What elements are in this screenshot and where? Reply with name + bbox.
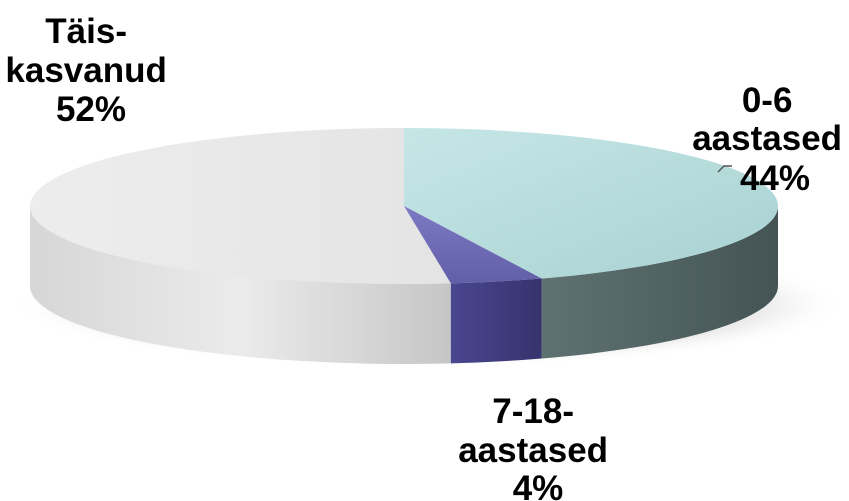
slice-label-7-18: 7-18- aastased 4%: [458, 392, 618, 501]
slice-label-7-18-line-2: aastased: [458, 431, 608, 470]
pie-slice-0-6: [404, 128, 778, 279]
slice-label-0-6-line-1: 0-6: [742, 81, 793, 120]
pie-slice-adults: [30, 128, 451, 284]
slice-label-adults-line-1: Täis-: [45, 12, 127, 51]
slice-label-7-18-line-1: 7-18-: [492, 392, 574, 431]
pie-side-adults: [30, 206, 451, 365]
slice-label-7-18-line-3: 4%: [513, 469, 564, 501]
pie-slice-7-18: [404, 206, 542, 284]
pie-tops: [30, 128, 778, 284]
slice-label-0-6: 0-6 aastased 44%: [692, 81, 849, 198]
slice-label-0-6-line-3: 44%: [740, 159, 810, 198]
label-leader-line-0-6: [717, 165, 732, 173]
slice-label-adults: Täis- kasvanud 52%: [5, 12, 176, 129]
slice-label-0-6-line-2: aastased: [692, 119, 842, 158]
pie-sides: [30, 206, 778, 365]
pie-side-7-18: [450, 278, 542, 364]
pie-side-0-6: [541, 206, 778, 359]
slice-label-adults-line-2: kasvanud: [5, 51, 166, 90]
slice-label-adults-line-3: 52%: [56, 90, 126, 129]
